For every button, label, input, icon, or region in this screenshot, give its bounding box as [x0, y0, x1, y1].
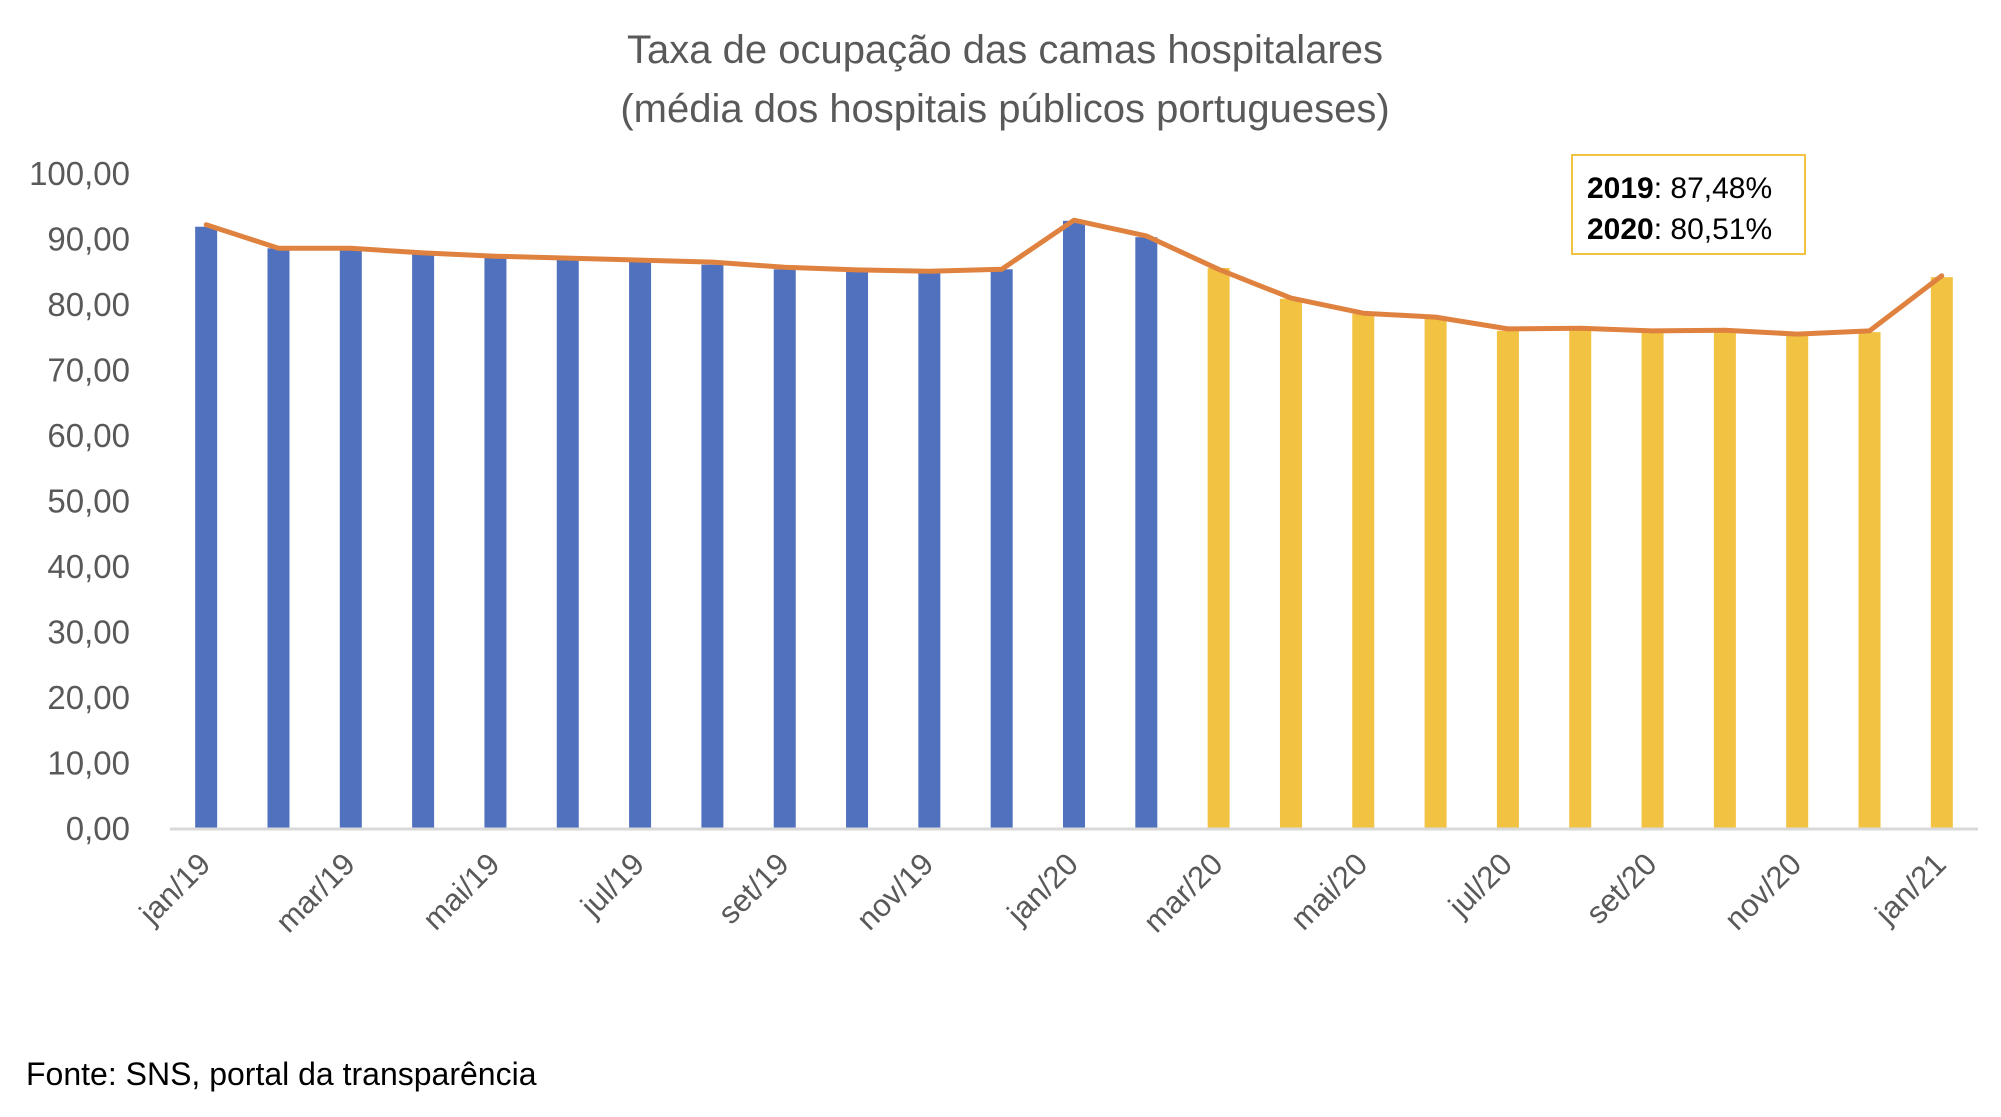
x-tick-label: nov/20	[1718, 846, 1809, 937]
bar-abr-20	[1279, 298, 1302, 828]
bar-out-19	[846, 271, 869, 828]
bar-series	[195, 220, 1953, 829]
y-tick-label: 20,00	[47, 679, 130, 716]
x-tick-label: jan/19	[132, 846, 217, 931]
x-tick-label: jul/19	[573, 846, 651, 924]
source-footnote: Fonte: SNS, portal da transparência	[26, 1056, 537, 1092]
y-tick-label: 60,00	[47, 417, 130, 454]
y-axis: 0,00 10,00 20,00 30,00 40,00 50,00 60,00 70,00 8…	[29, 155, 130, 847]
x-tick-label: jul/20	[1441, 846, 1519, 924]
bar-mai-20	[1352, 313, 1375, 828]
y-tick-label: 0,00	[66, 810, 130, 847]
bar-jun-19	[556, 258, 579, 828]
annotation-value: : 80,51%	[1653, 213, 1773, 246]
x-tick-label: mai/20	[1284, 846, 1375, 937]
bar-jan-21	[1930, 277, 1953, 828]
bar-nov-19	[918, 271, 941, 828]
chart-subtitle: (média dos hospitais públicos portuguese…	[620, 87, 1389, 131]
bar-dez-19	[990, 269, 1013, 828]
y-tick-label: 40,00	[47, 548, 130, 585]
bar-dez-20	[1858, 332, 1881, 828]
x-tick-label: mar/19	[269, 846, 362, 939]
bar-abr-19	[412, 254, 435, 829]
bar-jan-19	[195, 226, 218, 828]
bar-fev-20	[1135, 237, 1158, 828]
x-tick-label: set/19	[711, 846, 795, 930]
chart-title: Taxa de ocupação das camas hospitalares	[627, 28, 1383, 72]
y-tick-label: 80,00	[47, 286, 130, 323]
y-tick-label: 70,00	[47, 352, 130, 389]
x-tick-label: mai/19	[416, 846, 507, 937]
y-tick-label: 50,00	[47, 483, 130, 520]
y-tick-label: 10,00	[47, 745, 130, 782]
bar-set-20	[1641, 332, 1664, 828]
annotation-year: 2020	[1587, 213, 1654, 246]
y-tick-label: 100,00	[29, 155, 130, 192]
bar-mar-20	[1207, 267, 1230, 829]
y-tick-label: 30,00	[47, 614, 130, 651]
bar-jul-19	[629, 260, 652, 828]
annual-average-annotation: 2019: 87,48% 2020: 80,51%	[1571, 154, 1806, 255]
bar-nov-20	[1786, 334, 1809, 828]
bar-jun-20	[1424, 317, 1447, 828]
x-axis-labels: jan/19 mar/19 mai/19 jul/19 set/19 nov/19 jan/…	[132, 846, 1953, 939]
bar-mai-19	[484, 256, 507, 828]
line-series	[203, 217, 1945, 337]
bar-jan-20	[1063, 220, 1085, 828]
x-tick-label: set/20	[1579, 846, 1663, 930]
x-tick-label: nov/19	[850, 846, 941, 937]
bar-mar-19	[339, 248, 362, 829]
x-tick-label: jan/20	[1000, 846, 1085, 931]
annotation-line-2019: 2019: 87,48%	[1587, 168, 1804, 209]
x-tick-label: mar/20	[1137, 846, 1230, 939]
annotation-line-2020: 2020: 80,51%	[1587, 209, 1804, 250]
bar-ago-20	[1569, 330, 1592, 828]
annotation-year: 2019	[1587, 172, 1654, 205]
annotation-value: : 87,48%	[1653, 172, 1773, 205]
y-tick-label: 90,00	[47, 221, 130, 258]
bar-fev-19	[267, 248, 290, 828]
bar-ago-19	[701, 264, 724, 828]
bar-jul-20	[1496, 330, 1519, 828]
bar-set-19	[773, 269, 796, 828]
x-tick-label: jan/21	[1868, 846, 1953, 931]
bar-out-20	[1713, 330, 1736, 828]
